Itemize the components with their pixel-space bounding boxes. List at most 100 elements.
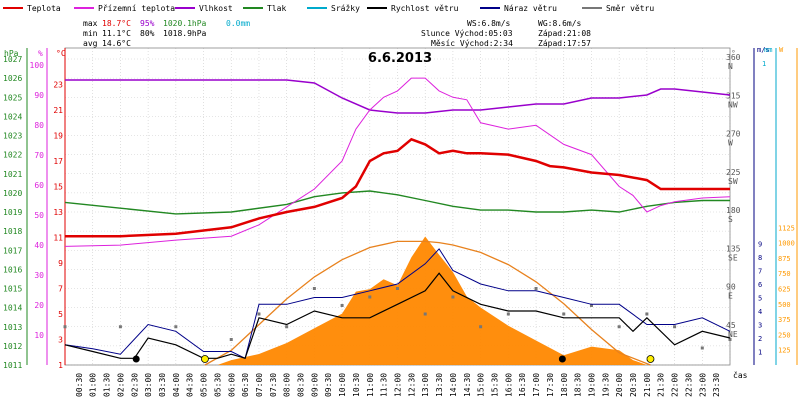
stat-value: 80% bbox=[140, 29, 155, 38]
time-tick: 11:00 bbox=[366, 373, 375, 397]
wind-direction-point bbox=[285, 325, 289, 329]
watt-tick: 875 bbox=[778, 255, 791, 263]
hpa-tick: 1012 bbox=[3, 342, 22, 351]
stat-value: Měsíc Východ:2:34 bbox=[431, 39, 513, 48]
direction-tick: 90 bbox=[726, 283, 736, 292]
time-tick: 12:30 bbox=[407, 373, 416, 397]
ms-tick: 7 bbox=[758, 268, 762, 276]
watt-tick: 500 bbox=[778, 301, 791, 309]
wind-direction-point bbox=[645, 312, 649, 316]
hpa-tick: 1023 bbox=[3, 132, 22, 141]
watt-tick: 625 bbox=[778, 286, 791, 294]
direction-letter: SE bbox=[728, 253, 738, 262]
time-tick: 19:30 bbox=[601, 373, 610, 397]
direction-letter: NW bbox=[728, 100, 738, 109]
axis-title: W bbox=[779, 46, 784, 54]
direction-letter: NE bbox=[728, 330, 738, 339]
humidity-tick: 10 bbox=[34, 331, 44, 340]
time-tick: 11:30 bbox=[380, 373, 389, 397]
wind-direction-point bbox=[396, 287, 399, 290]
x-axis-label: čas bbox=[733, 370, 748, 380]
temp-tick: 21 bbox=[53, 106, 63, 115]
solar-radiation-area bbox=[217, 236, 647, 365]
time-tick: 15:00 bbox=[477, 373, 486, 397]
legend-label: Teplota bbox=[27, 4, 61, 13]
wind-direction-point bbox=[506, 312, 510, 316]
hpa-tick: 1015 bbox=[3, 285, 22, 294]
wind-direction-point bbox=[63, 325, 67, 329]
ms-tick: 2 bbox=[758, 335, 762, 343]
chart-title: 6.6.2013 bbox=[368, 51, 432, 66]
axis-title: mm bbox=[764, 46, 772, 54]
time-tick: 06:30 bbox=[241, 373, 250, 397]
stat-value: 95% bbox=[140, 19, 155, 28]
temp-tick: 23 bbox=[53, 81, 63, 90]
legend-label: Směr větru bbox=[606, 4, 654, 13]
humidity-tick: 50 bbox=[34, 211, 44, 220]
hpa-tick: 1020 bbox=[3, 189, 22, 198]
wind-direction-point bbox=[589, 304, 593, 307]
watt-tick: 375 bbox=[778, 316, 791, 324]
hpa-tick: 1021 bbox=[3, 170, 22, 179]
hpa-tick: 1027 bbox=[3, 55, 22, 64]
hpa-tick: 1016 bbox=[3, 265, 22, 274]
axis-title: m/s bbox=[757, 46, 770, 54]
wind-direction-point bbox=[673, 325, 677, 329]
wind-direction-point bbox=[368, 295, 372, 299]
hpa-tick: 1011 bbox=[3, 361, 22, 370]
axis-title: ° bbox=[731, 49, 736, 58]
time-tick: 16:30 bbox=[518, 373, 527, 397]
direction-tick: 180 bbox=[726, 206, 741, 215]
temp-tick: 7 bbox=[58, 285, 63, 294]
time-tick: 07:30 bbox=[269, 373, 278, 397]
moonset-marker bbox=[558, 355, 566, 363]
ms-tick: 5 bbox=[758, 295, 762, 303]
axis-title: hPa bbox=[4, 49, 19, 58]
direction-tick: 360 bbox=[726, 53, 741, 62]
wind-speed-line bbox=[64, 272, 731, 360]
legend-label: Náraz větru bbox=[504, 4, 557, 13]
temp-tick: 15 bbox=[53, 183, 63, 192]
stat-value: 18.7°C bbox=[102, 19, 131, 28]
wind-direction-point bbox=[700, 346, 704, 350]
time-tick: 08:30 bbox=[297, 373, 306, 397]
time-tick: 00:30 bbox=[75, 373, 84, 397]
legend-label: Vlhkost bbox=[199, 4, 233, 13]
legend-label: Srážky bbox=[331, 4, 360, 13]
time-tick: 18:00 bbox=[560, 373, 569, 397]
temp-tick: 17 bbox=[53, 157, 63, 166]
watt-tick: 1125 bbox=[778, 224, 795, 232]
humidity-tick: 30 bbox=[34, 271, 44, 280]
time-tick: 13:30 bbox=[435, 373, 444, 397]
direction-tick: 45 bbox=[726, 321, 736, 330]
ms-tick: 3 bbox=[758, 322, 762, 330]
time-tick: 03:30 bbox=[158, 373, 167, 397]
wind-direction-point bbox=[562, 312, 566, 316]
time-tick: 04:30 bbox=[186, 373, 195, 397]
time-tick: 15:30 bbox=[490, 373, 499, 397]
stat-value: Slunce Východ:05:03 bbox=[421, 29, 513, 38]
wind-direction-point bbox=[229, 338, 233, 341]
watt-tick: 125 bbox=[778, 347, 791, 355]
ms-tick: 8 bbox=[758, 254, 762, 262]
time-tick: 21:00 bbox=[643, 373, 652, 397]
temp-tick: 11 bbox=[53, 234, 63, 243]
mm-tick: 1 bbox=[762, 60, 766, 68]
stat-label: avg bbox=[83, 39, 98, 48]
time-tick: 05:30 bbox=[213, 373, 222, 397]
temp-tick: 5 bbox=[58, 310, 63, 319]
stat-value: 11.1°C bbox=[102, 29, 131, 38]
time-tick: 13:00 bbox=[421, 373, 430, 397]
pressure-line bbox=[64, 190, 730, 215]
direction-tick: 270 bbox=[726, 130, 741, 139]
humidity-tick: 60 bbox=[34, 181, 44, 190]
temp-tick: 3 bbox=[58, 336, 63, 345]
time-tick: 14:00 bbox=[449, 373, 458, 397]
time-tick: 12:00 bbox=[394, 373, 403, 397]
hpa-tick: 1018 bbox=[3, 227, 22, 236]
time-tick: 22:00 bbox=[671, 373, 680, 397]
sunrise-marker bbox=[201, 355, 209, 363]
time-tick: 21:30 bbox=[657, 373, 666, 397]
stats-block: max 18.7°C 95% 1020.1hPa 0.0mm min 11.1°C 80% 10… bbox=[83, 19, 591, 48]
